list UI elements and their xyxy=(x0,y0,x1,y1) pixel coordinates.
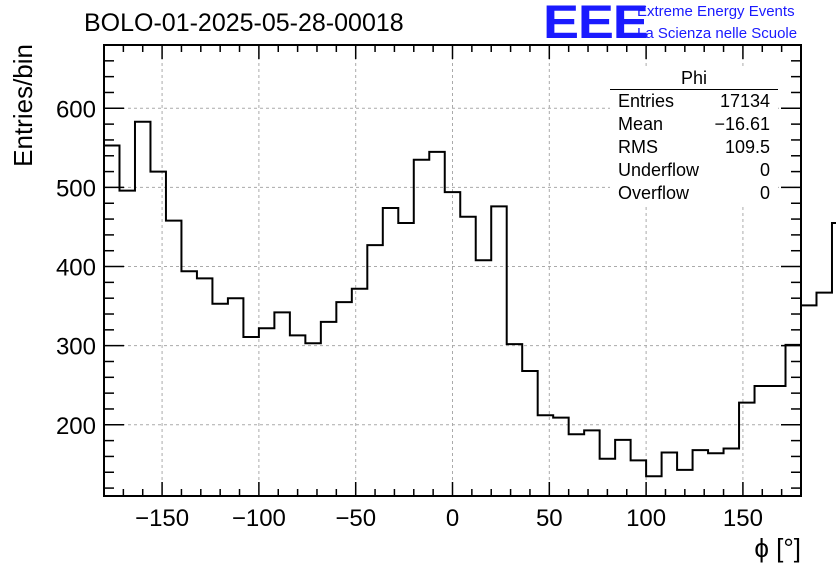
stats-label: Underflow xyxy=(618,160,700,180)
stats-row: Overflow 0 xyxy=(610,182,778,205)
stats-value: 17134 xyxy=(719,91,770,111)
stats-value: 0 xyxy=(759,183,770,203)
x-tick-label: −100 xyxy=(232,505,286,532)
x-axis-label: ϕ [°] xyxy=(754,533,801,563)
stats-value: 0 xyxy=(759,160,770,180)
logo-line-2: La Scienza nelle Scuole xyxy=(637,25,798,42)
x-tick-label: −150 xyxy=(135,505,189,532)
histogram-series xyxy=(104,120,836,478)
stats-box: Phi Entries 17134 Mean −16.61 RMS 109.5 Underf… xyxy=(610,68,778,205)
eee-logo: EEE xyxy=(543,0,649,48)
stats-value: 109.5 xyxy=(724,137,770,157)
stats-label: RMS xyxy=(618,137,658,157)
tick-labels: −150 −100 −50 0 50 100 150 200 300 400 500 600 xyxy=(56,96,763,532)
axis-ticks xyxy=(103,44,802,496)
histogram-title: BOLO-01-2025-05-28-00018 xyxy=(84,9,404,37)
y-tick-label: 400 xyxy=(56,255,96,282)
stats-box-name: Phi xyxy=(610,68,778,90)
stats-row: Mean −16.61 xyxy=(610,113,778,136)
y-tick-label: 200 xyxy=(56,413,96,440)
x-tick-label: −50 xyxy=(335,505,376,532)
x-tick-label: 50 xyxy=(536,505,563,532)
x-tick-label: 100 xyxy=(626,505,666,532)
y-tick-label: 300 xyxy=(56,334,96,361)
x-tick-label: 0 xyxy=(446,505,459,532)
stats-value: −16.61 xyxy=(714,114,770,134)
y-axis-label: Entries/bin xyxy=(8,44,38,167)
y-tick-label: 500 xyxy=(56,175,96,202)
y-tick-label: 600 xyxy=(56,96,96,123)
stats-label: Overflow xyxy=(618,183,690,203)
logo-line-1: Extreme Energy Events xyxy=(637,3,795,20)
stats-row: Underflow 0 xyxy=(610,159,778,182)
stats-row: Entries 17134 xyxy=(610,90,778,113)
stats-label: Mean xyxy=(618,114,664,134)
x-tick-label: 150 xyxy=(723,505,763,532)
grid-lines xyxy=(104,45,801,496)
stats-label: Entries xyxy=(618,91,675,111)
stats-row: RMS 109.5 xyxy=(610,136,778,159)
